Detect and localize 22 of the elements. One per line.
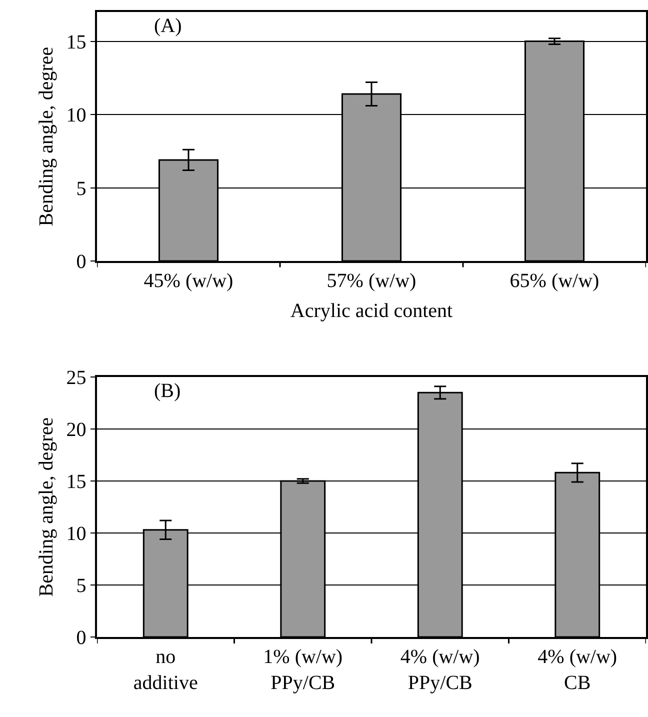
annotation: (A) [154, 15, 182, 37]
y-tick-label: 0 [76, 251, 86, 273]
x-tick-label: 4% (w/w) PPy/CB [400, 646, 480, 694]
x-axis-title: Acrylic acid content [290, 300, 454, 322]
y-tick-label: 20 [66, 419, 86, 441]
y-tick-label: 15 [66, 31, 86, 54]
x-tick-label: 65% (w/w) [510, 270, 600, 292]
x-tick-label: no additive [133, 646, 198, 694]
y-tick-label: 5 [76, 178, 86, 200]
x-tick-label: 57% (w/w) [326, 270, 416, 292]
y-tick-label: 25 [66, 367, 86, 389]
x-tick-label: 45% (w/w) [144, 270, 234, 292]
y-tick-label: 15 [66, 471, 86, 493]
x-tick-label: 1% (w/w) PPy/CB [263, 646, 343, 694]
annotation: (B) [154, 380, 181, 402]
y-tick-label: 5 [76, 575, 86, 597]
x-tick-label: 4% (w/w) CB [538, 646, 618, 694]
y-tick-label: 10 [66, 523, 86, 545]
y-tick-label: 0 [76, 627, 86, 649]
y-axis-title: Bending angle, degree [35, 417, 58, 597]
y-tick-label: 10 [66, 104, 86, 127]
y-axis-title: Bending angle, degree [35, 46, 58, 226]
